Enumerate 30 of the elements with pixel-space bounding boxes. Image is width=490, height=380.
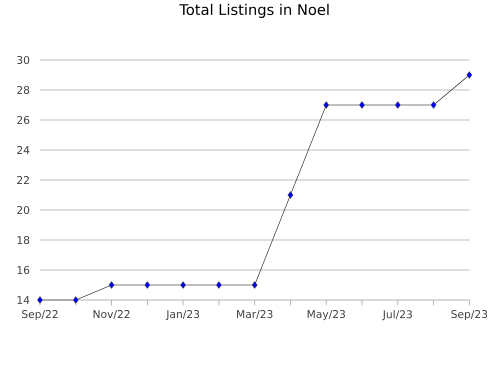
point xyxy=(394,101,401,109)
point xyxy=(466,71,472,79)
point xyxy=(359,101,365,109)
x-tick-label: Mar/23 xyxy=(237,310,272,319)
x-tick-label: Sep/23 xyxy=(451,310,488,320)
y-tick-label: 22 xyxy=(17,176,29,184)
y-tick-label: 14 xyxy=(18,296,30,304)
y-tick-label: 28 xyxy=(17,86,30,94)
y-tick-label: 30 xyxy=(17,56,30,64)
y-tick-label: 26 xyxy=(17,116,30,124)
point xyxy=(144,281,150,289)
y-tick-label: 16 xyxy=(18,266,30,274)
y-tick-label: 24 xyxy=(17,146,30,154)
x-tick-label: May/23 xyxy=(308,310,345,320)
x-tick-label: Sep/22 xyxy=(22,310,58,320)
point xyxy=(37,296,43,304)
point xyxy=(72,296,79,304)
point xyxy=(430,101,436,109)
point xyxy=(288,191,294,199)
y-tick-label: 18 xyxy=(18,236,30,244)
point xyxy=(216,281,222,289)
point xyxy=(323,101,330,109)
chart-title: Total Listings in Noel xyxy=(179,4,329,18)
point xyxy=(180,281,186,289)
point xyxy=(252,281,258,289)
x-tick-label: Nov/22 xyxy=(94,310,130,319)
x-tick-label: Jan/23 xyxy=(166,310,200,320)
x-tick-label: Jul/23 xyxy=(382,310,412,320)
y-tick-label: 20 xyxy=(17,206,30,214)
point xyxy=(108,281,114,289)
